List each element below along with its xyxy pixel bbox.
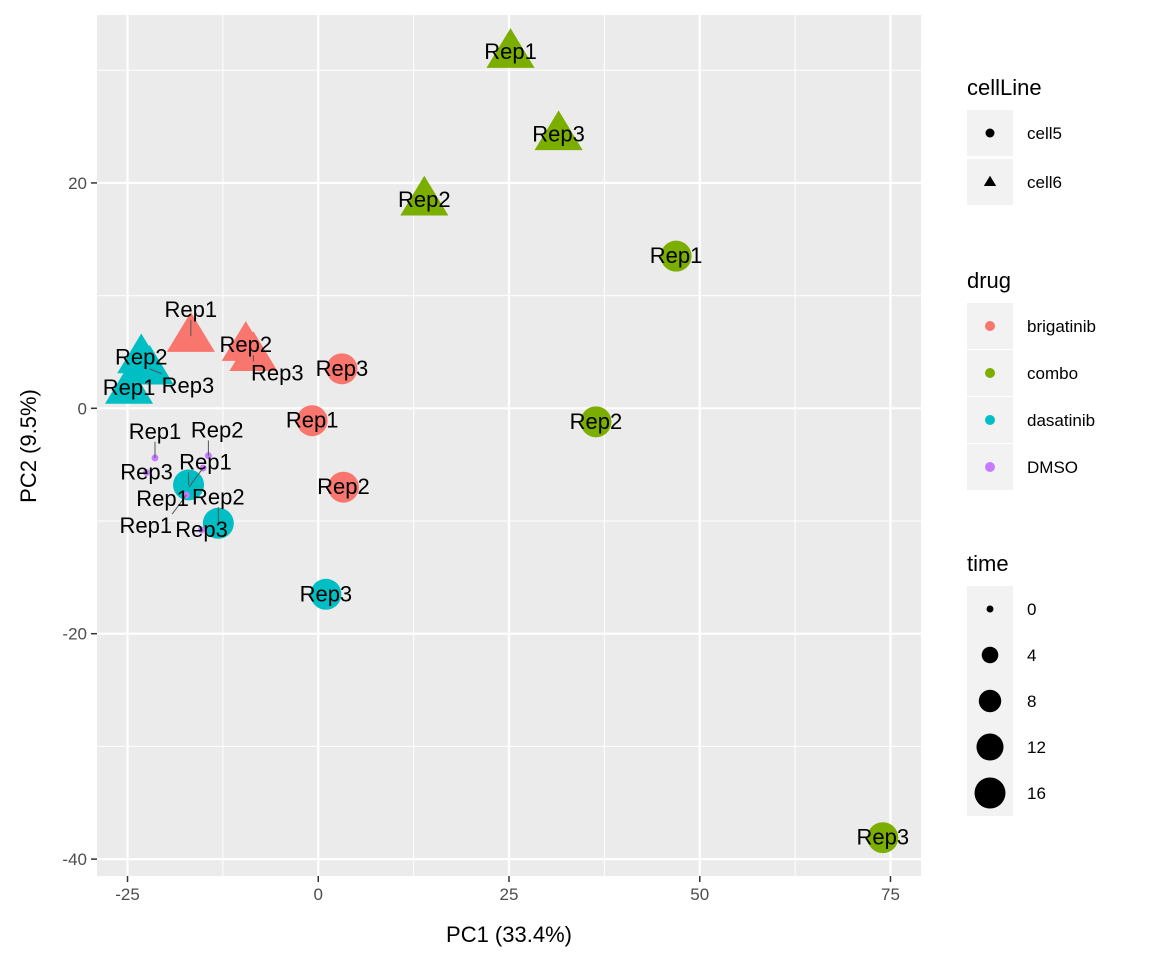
data-point xyxy=(143,469,151,477)
point-label: Rep3 xyxy=(316,356,369,381)
legend-label: 12 xyxy=(1027,738,1046,757)
legend-title: drug xyxy=(967,268,1011,293)
legend-key-symbol xyxy=(985,368,995,378)
legend-label: DMSO xyxy=(1027,458,1078,477)
data-point xyxy=(327,471,359,503)
legend-key-symbol xyxy=(986,605,994,613)
x-tick-label: 75 xyxy=(881,885,900,904)
point-label: Rep1 xyxy=(120,513,173,538)
legend-key-symbol xyxy=(981,646,999,664)
legend-label: 16 xyxy=(1027,784,1046,803)
point-label: Rep1 xyxy=(179,449,232,474)
y-tick-label: 0 xyxy=(78,399,87,418)
legend-label: 0 xyxy=(1027,600,1036,619)
point-label: Rep1 xyxy=(650,243,703,268)
data-point xyxy=(198,526,205,534)
y-axis-label: PC2 (9.5%) xyxy=(16,389,41,503)
legend-label: dasatinib xyxy=(1027,411,1095,430)
x-tick-label: 25 xyxy=(500,885,519,904)
legend-drug: drug brigatinib combo dasatinib DMSO xyxy=(967,268,1096,490)
label-leader-line xyxy=(149,368,162,375)
point-label: Rep3 xyxy=(857,825,910,850)
legend-key-symbol xyxy=(983,175,997,187)
data-point xyxy=(326,353,358,385)
data-point xyxy=(660,240,692,272)
point-label: Rep3 xyxy=(162,373,215,398)
point-label: Rep2 xyxy=(570,409,623,434)
point-label: Rep2 xyxy=(192,484,245,509)
legend-label: brigatinib xyxy=(1027,317,1096,336)
legend-label: cell6 xyxy=(1027,173,1062,192)
legend-label: combo xyxy=(1027,364,1078,383)
y-tick-label: -20 xyxy=(62,625,87,644)
legend-key-symbol xyxy=(985,462,995,472)
point-label: Rep3 xyxy=(251,361,304,386)
point-label: Rep2 xyxy=(191,418,244,443)
point-label: Rep2 xyxy=(115,345,168,370)
point-label: Rep1 xyxy=(136,486,189,511)
point-label: Rep2 xyxy=(317,474,370,499)
legend-title: cellLine xyxy=(967,75,1042,100)
legend-cellLine: cellLine cell5 cell6 xyxy=(967,75,1062,205)
data-point xyxy=(400,175,449,216)
data-point xyxy=(104,363,154,404)
point-label: Rep1 xyxy=(286,408,339,433)
point-label: Rep2 xyxy=(398,187,451,212)
label-leader-line xyxy=(171,494,187,515)
label-leader-line xyxy=(188,467,204,488)
point-label: Rep1 xyxy=(165,297,218,322)
y-tick-label: -40 xyxy=(62,850,87,869)
legend-label: 4 xyxy=(1027,646,1036,665)
legend-label: 8 xyxy=(1027,692,1036,711)
legend-key-symbol xyxy=(974,777,1006,809)
data-point xyxy=(486,28,535,68)
data-point xyxy=(310,578,342,610)
data-point xyxy=(229,331,278,372)
legend-time: time 0 4 8 12 16 xyxy=(967,551,1046,816)
point-label: Rep3 xyxy=(175,517,228,542)
data-point xyxy=(580,406,612,438)
point-label: Rep3 xyxy=(532,121,585,146)
point-label: Rep3 xyxy=(120,460,173,485)
point-label: Rep1 xyxy=(103,375,156,400)
x-tick-label: 0 xyxy=(314,885,323,904)
point-label: Rep2 xyxy=(219,332,272,357)
legend-key-symbol xyxy=(985,321,995,331)
point-label: Rep1 xyxy=(484,39,537,64)
x-axis-label: PC1 (33.4%) xyxy=(446,922,572,947)
x-tick-label: 50 xyxy=(690,885,709,904)
legend-key-symbol xyxy=(985,128,995,138)
point-label: Rep1 xyxy=(129,419,182,444)
legend-key-symbol xyxy=(976,733,1004,761)
data-point xyxy=(534,110,583,151)
data-point xyxy=(125,344,174,385)
point-label: Rep3 xyxy=(300,581,353,606)
y-tick-label: 20 xyxy=(68,174,87,193)
legend-title: time xyxy=(967,551,1009,576)
legend-key-symbol xyxy=(978,689,1002,713)
legend-label: cell5 xyxy=(1027,124,1062,143)
data-point xyxy=(296,405,328,437)
legend-key-symbol xyxy=(985,415,995,425)
x-tick-label: -25 xyxy=(115,885,140,904)
data-point xyxy=(867,822,899,854)
